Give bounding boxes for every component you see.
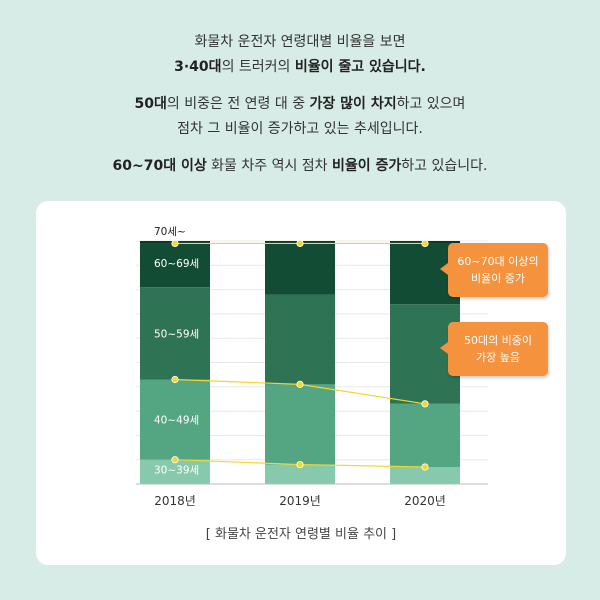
intro-text: 화물차 운전자 연령대별 비율을 보면 3·40대의 트러커의 비율이 줄고 있습… xyxy=(0,30,600,191)
intro-emphasis: 3·40대 xyxy=(174,59,222,75)
intro-text-run: 의 비중은 전 연령 대 중 xyxy=(166,96,310,112)
bar-segment xyxy=(265,384,335,465)
intro-text-run: 화물차 운전자 연령대별 비율을 보면 xyxy=(194,34,406,50)
intro-text-run: 의 트러커의 xyxy=(221,59,295,75)
series-label: 50~59세 xyxy=(154,328,199,340)
trend-marker xyxy=(296,460,304,469)
intro-text-run: 하고 있습니다. xyxy=(401,158,488,174)
bar-segment xyxy=(265,294,335,385)
intro-text-run: 하고 있으며 xyxy=(396,96,466,112)
bar-segment xyxy=(265,243,335,295)
trend-marker xyxy=(171,375,179,384)
bar-segment xyxy=(140,287,210,380)
bar-segment xyxy=(265,464,335,484)
bar-segment xyxy=(390,403,460,467)
bar-segment xyxy=(140,459,210,484)
intro-text-run: 화물 차주 역시 점차 xyxy=(206,158,333,174)
trend-marker xyxy=(421,239,429,248)
intro-text-run: 점차 그 비율이 증가하고 있는 추세입니다. xyxy=(177,121,423,137)
x-tick-label: 2020년 xyxy=(404,494,446,508)
intro-line: 점차 그 비율이 증가하고 있는 추세입니다. xyxy=(0,117,600,142)
callout-line: 가장 높음 xyxy=(476,351,520,364)
trend-marker xyxy=(421,463,429,471)
series-label: 40~49세 xyxy=(154,415,199,427)
x-tick-label: 2018년 xyxy=(154,494,196,508)
callout-line: 60~70대 이상의 xyxy=(457,255,539,268)
intro-emphasis: 50대 xyxy=(134,96,167,112)
intro-emphasis: 60~70대 이상 xyxy=(112,158,207,174)
intro-emphasis: 비율이 줄고 있습니다. xyxy=(294,59,426,75)
chart-caption: [ 화물차 운전자 연령별 비율 추이 ] xyxy=(205,527,397,542)
intro-paragraph-3: 60~70대 이상 화물 차주 역시 점차 비율이 증가하고 있습니다. xyxy=(0,154,600,179)
intro-line: 화물차 운전자 연령대별 비율을 보면 xyxy=(0,30,600,55)
chart-card: 2018년 2019년 2020년 30~39세 40~49세 50~59세 60~69세 7… xyxy=(36,201,566,565)
bar-segment xyxy=(140,379,210,460)
trend-marker xyxy=(421,400,429,408)
intro-paragraph-1: 화물차 운전자 연령대별 비율을 보면 3·40대의 트러커의 비율이 줄고 있습… xyxy=(0,30,600,80)
intro-line: 3·40대의 트러커의 비율이 줄고 있습니다. xyxy=(0,55,600,80)
callout-50s-highest: 50대의 비중이 가장 높음 xyxy=(440,322,548,376)
series-label: 30~39세 xyxy=(154,465,199,477)
intro-emphasis: 비율이 증가 xyxy=(332,158,402,174)
stacked-bar-chart: 2018년 2019년 2020년 30~39세 40~49세 50~59세 60~69세 7… xyxy=(136,226,488,508)
intro-line: 50대의 비중은 전 연령 대 중 가장 많이 차지하고 있으며 xyxy=(0,92,600,117)
bar-segment xyxy=(390,466,460,484)
trend-marker xyxy=(171,239,179,248)
series-label: 70세~ xyxy=(154,226,186,238)
x-tick-label: 2019년 xyxy=(279,494,321,508)
intro-line: 60~70대 이상 화물 차주 역시 점차 비율이 증가하고 있습니다. xyxy=(0,154,600,179)
bar-segment xyxy=(140,243,210,288)
trend-marker xyxy=(296,239,304,248)
trend-marker xyxy=(171,456,179,464)
callout-line: 비율이 증가 xyxy=(470,272,526,285)
callout-line: 50대의 비중이 xyxy=(463,334,533,347)
series-label: 60~69세 xyxy=(154,258,199,270)
trend-marker xyxy=(296,380,304,388)
intro-emphasis: 가장 많이 차지 xyxy=(309,96,397,112)
callout-60-70-increase: 60~70대 이상의 비율이 증가 xyxy=(440,243,548,297)
